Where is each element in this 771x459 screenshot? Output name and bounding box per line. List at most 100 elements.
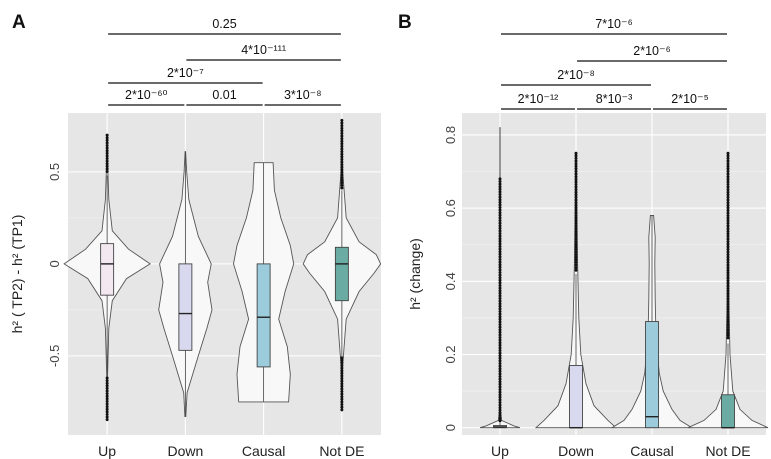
outlier-point — [726, 169, 730, 173]
outlier-point — [726, 219, 730, 223]
p-value-label: 8*10⁻³ — [596, 92, 632, 106]
outlier-point — [726, 313, 730, 316]
outlier-point — [574, 167, 578, 171]
panel-b: 0 0.2 0.4 0.6 0.8 Up Down Causal Not DE h² (chang… — [398, 12, 769, 459]
outlier-point — [340, 382, 344, 386]
outliers-high — [340, 118, 344, 190]
outlier-point — [574, 260, 578, 264]
outlier-point — [498, 395, 502, 399]
outlier-point — [498, 416, 502, 420]
outlier-point — [498, 346, 502, 350]
violin-up — [479, 127, 521, 429]
outlier-point — [726, 331, 730, 335]
outlier-point — [105, 136, 109, 140]
outlier-point — [340, 366, 344, 370]
outlier-point — [498, 229, 502, 233]
outlier-point — [726, 315, 730, 319]
panel-letter: B — [398, 12, 412, 33]
comparison-up-not-de: 7*10⁻⁶ — [501, 17, 727, 35]
outlier-point — [105, 418, 109, 422]
outlier-point — [105, 410, 109, 414]
outlier-point — [726, 271, 730, 275]
outlier-point — [574, 234, 578, 238]
outlier-point — [726, 276, 730, 280]
outlier-point — [726, 151, 730, 155]
p-value-label: 2*10⁻⁸ — [557, 68, 595, 82]
box — [256, 263, 271, 368]
comparison-up-causal: 2*10⁻⁷ — [108, 66, 263, 84]
outlier-point — [574, 240, 578, 244]
violin-down — [534, 151, 618, 429]
p-value-label: 2*10⁻⁶ — [633, 44, 670, 58]
outlier-point — [726, 297, 730, 301]
outlier-point — [340, 369, 344, 373]
outlier-point — [574, 198, 578, 202]
outlier-point — [498, 323, 502, 326]
outlier-point — [574, 229, 578, 233]
outlier-point — [574, 175, 578, 179]
outlier-point — [340, 157, 344, 161]
outlier-point — [340, 361, 344, 365]
comparison-down-not-de: 4*10⁻¹¹¹ — [186, 43, 341, 61]
outlier-point — [340, 134, 344, 138]
x-tick-label-not-de: Not DE — [705, 443, 750, 459]
outlier-point — [340, 387, 344, 391]
outlier-point — [574, 224, 578, 228]
comparison-down-causal: 0.01 — [186, 88, 263, 106]
outlier-point — [498, 187, 502, 191]
outlier-point — [498, 341, 502, 345]
outlier-point — [105, 138, 109, 142]
outlier-point — [105, 144, 109, 147]
outlier-point — [726, 247, 730, 251]
outlier-point — [340, 356, 344, 360]
outlier-point — [498, 411, 502, 415]
outlier-point — [726, 268, 730, 272]
outlier-point — [726, 156, 730, 160]
outlier-point — [498, 406, 502, 410]
outlier-point — [498, 268, 502, 272]
outlier-point — [498, 328, 502, 332]
y-tick-label: 0.6 — [443, 199, 458, 217]
violin-up — [63, 133, 151, 422]
outlier-point — [726, 289, 730, 293]
outlier-point — [340, 403, 344, 406]
outlier-point — [498, 237, 502, 241]
outlier-point — [498, 250, 502, 254]
panel-letter: A — [12, 12, 26, 33]
outlier-point — [498, 343, 502, 347]
outlier-point — [498, 351, 502, 355]
outlier-point — [340, 364, 344, 367]
p-value-label: 7*10⁻⁶ — [595, 17, 632, 31]
outlier-point — [340, 176, 344, 180]
outlier-point — [340, 142, 344, 146]
x-tick-label-up: Up — [98, 443, 116, 459]
outlier-point — [498, 317, 502, 321]
outlier-point — [726, 273, 730, 277]
outlier-point — [498, 255, 502, 259]
outlier-point — [726, 284, 730, 288]
outlier-point — [726, 310, 730, 314]
outlier-point — [105, 376, 109, 380]
outlier-point — [726, 242, 730, 246]
outlier-point — [105, 162, 109, 166]
outlier-point — [726, 336, 730, 340]
outlier-point — [726, 250, 730, 254]
outlier-point — [726, 326, 730, 329]
outlier-point — [498, 211, 502, 215]
outlier-point — [574, 250, 578, 254]
outlier-point — [726, 292, 730, 296]
outlier-point — [498, 208, 502, 212]
outlier-point — [498, 232, 502, 235]
outlier-point — [498, 224, 502, 228]
outlier-point — [105, 415, 109, 419]
outlier-point — [105, 384, 109, 388]
outlier-point — [105, 397, 109, 401]
outlier-point — [340, 371, 344, 375]
outlier-point — [498, 260, 502, 264]
outlier-point — [498, 385, 502, 389]
outliers-high — [726, 151, 730, 340]
outlier-point — [498, 382, 502, 386]
y-tick-label: 0.8 — [443, 126, 458, 144]
outlier-point — [574, 159, 578, 163]
outlier-point — [498, 304, 502, 308]
